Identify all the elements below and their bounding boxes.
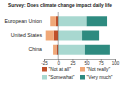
bar — [87, 16, 107, 26]
bar — [58, 45, 85, 55]
tick-label: 100 — [112, 61, 120, 66]
legend-label: "Not at all" — [49, 67, 72, 72]
legend-swatch — [42, 75, 47, 80]
category-label: United States — [11, 32, 43, 38]
axis-line — [45, 60, 116, 62]
plot: -25 0 25 50 75 100 European Union United States… — [5, 12, 120, 66]
tick: -25 — [41, 59, 48, 66]
tick-label: 0 — [57, 61, 60, 66]
category-axis: European Union United States China — [5, 18, 45, 52]
bar — [46, 31, 54, 41]
legend-label: "Very much" — [87, 75, 113, 80]
legend-swatch — [42, 67, 47, 72]
legend-item: "Not at all" — [42, 67, 71, 72]
tick: 0 — [57, 59, 60, 66]
bar — [82, 31, 99, 41]
legend-item: "Not really" — [80, 67, 110, 72]
legend-swatch — [80, 75, 85, 80]
bars — [46, 16, 110, 54]
bar — [56, 45, 58, 55]
value-axis: -25 0 25 50 75 100 — [41, 59, 120, 66]
category-label: European Union — [5, 18, 43, 24]
tick: 75 — [99, 59, 105, 66]
series — [82, 16, 110, 54]
legend-label: "Not really" — [87, 67, 111, 72]
bar — [54, 31, 59, 41]
chart: Survey: Does climate change impact daily… — [0, 0, 120, 90]
tick: European Union — [5, 18, 45, 24]
legend: "Not at all" "Not really" "Somewhat" "Very … — [42, 67, 113, 80]
bar — [85, 45, 110, 55]
bar — [58, 31, 82, 41]
tick: United States — [11, 32, 44, 38]
tick-label: 50 — [85, 61, 91, 66]
tick-label: -25 — [41, 61, 48, 66]
tick: 50 — [85, 59, 91, 66]
legend-label: "Somewhat" — [49, 75, 75, 80]
tick: 25 — [70, 59, 76, 66]
series — [46, 16, 57, 54]
legend-item: "Somewhat" — [42, 75, 75, 80]
zero-line — [58, 12, 59, 59]
tick-label: 75 — [99, 61, 105, 66]
bar — [50, 16, 56, 26]
bar — [53, 45, 56, 55]
bar — [56, 16, 58, 26]
tick: 100 — [112, 59, 120, 66]
title: Survey: Does climate change impact daily… — [8, 3, 112, 8]
tick: China — [28, 46, 44, 52]
bar — [58, 16, 86, 26]
legend-item: "Very much" — [80, 75, 113, 80]
category-label: China — [28, 46, 42, 52]
tick-label: 25 — [70, 61, 76, 66]
legend-swatch — [80, 67, 85, 72]
